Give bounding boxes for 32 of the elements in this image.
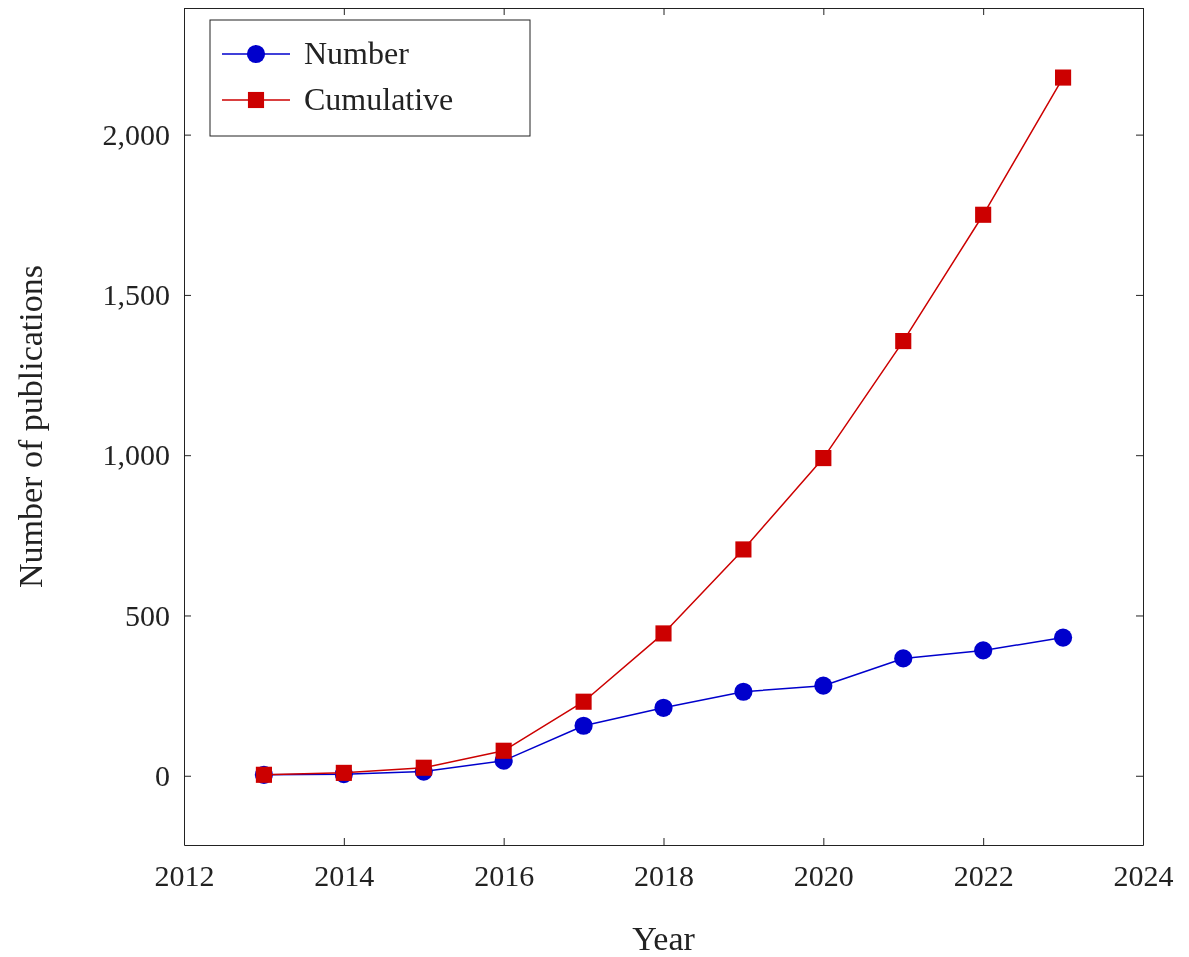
point (975, 206, 992, 223)
y-tick-label: 1,000 (102, 438, 170, 472)
point (895, 333, 912, 350)
point (415, 759, 432, 776)
point (735, 541, 752, 558)
x-tick-label: 2014 (314, 859, 375, 892)
point (574, 716, 593, 735)
x-tick-label: 2022 (953, 859, 1014, 892)
point (575, 693, 592, 710)
point (654, 698, 673, 717)
x-tick-label: 2012 (154, 859, 215, 892)
y-tick-label: 0 (155, 758, 170, 792)
point (974, 641, 993, 660)
legend-label: Cumulative (304, 81, 454, 117)
y-axis-title: Number of publications (12, 265, 49, 588)
y-tick-label: 500 (125, 598, 170, 632)
point (894, 649, 913, 668)
x-tick-label: 2020 (793, 859, 854, 892)
y-tick-label: 2,000 (102, 117, 170, 151)
point (815, 450, 832, 467)
y-tick-label: 1,500 (102, 278, 170, 312)
point (1055, 69, 1072, 86)
point (495, 742, 512, 759)
x-tick-label: 2024 (1113, 859, 1174, 892)
x-tick-label: 2018 (634, 859, 694, 892)
legend-label: Number (304, 35, 410, 71)
point (814, 676, 833, 695)
point (1053, 628, 1073, 647)
point (655, 625, 672, 642)
x-axis-title: Year (632, 920, 696, 957)
x-tick-label: 2016 (474, 859, 535, 892)
point (734, 682, 753, 701)
